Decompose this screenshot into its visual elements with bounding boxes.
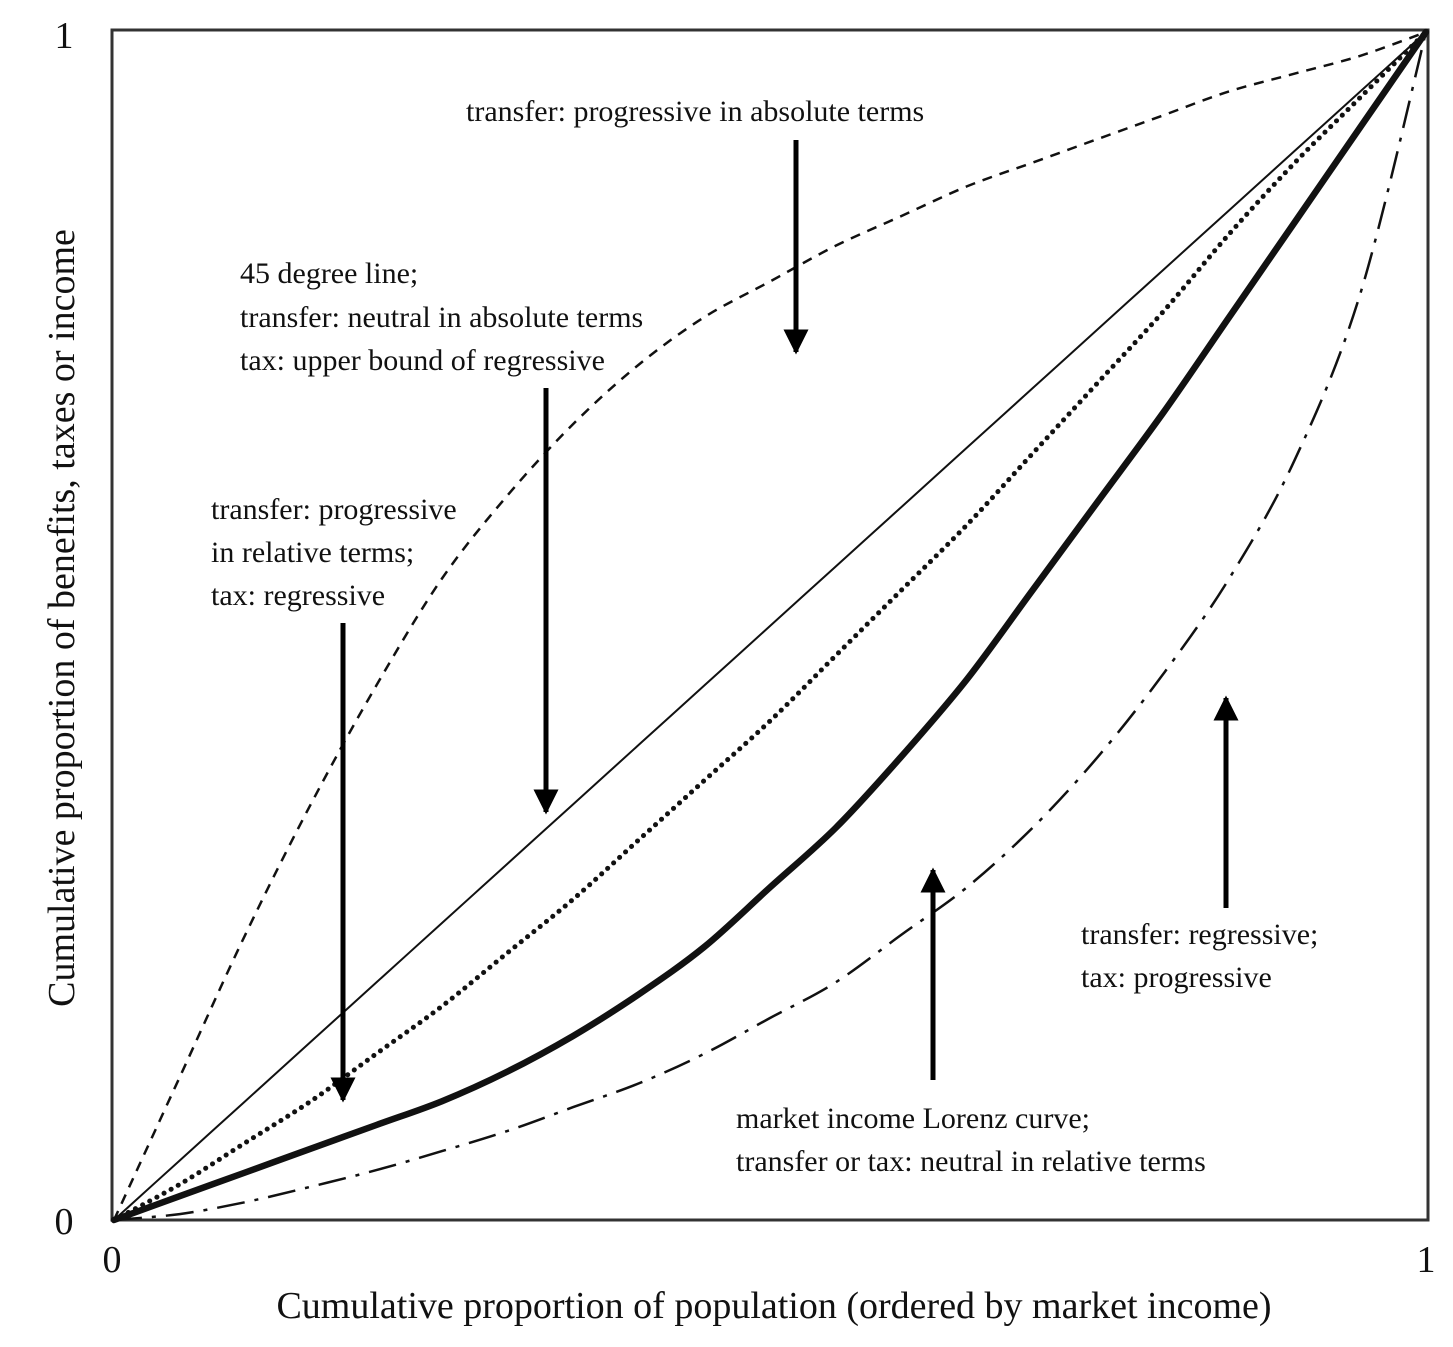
- annotation-regressive-1: transfer: regressive;: [1081, 918, 1318, 951]
- plot-frame: [110, 28, 1430, 1222]
- annotation-progressive-absolute: transfer: progressive in absolute terms: [466, 95, 924, 128]
- series-line-dashed: [112, 30, 1427, 1221]
- x-tick-left: 0: [103, 1239, 122, 1281]
- annotation-45-degree-line: 45 degree line; transfer: neutral in abs…: [240, 257, 651, 377]
- x-tick-right: 1: [1417, 1239, 1436, 1281]
- annotation-lorenz-curve: market income Lorenz curve; transfer or …: [736, 1102, 1206, 1178]
- annotation-progressive-relative-2: in relative terms;: [211, 536, 414, 569]
- annotation-progressive-relative-3: tax: regressive: [211, 579, 385, 612]
- annotation-progressive-relative: transfer: progressive in relative terms;…: [211, 493, 464, 612]
- annotation-regressive-2: tax: progressive: [1081, 961, 1272, 994]
- annotation-regressive: transfer: regressive; tax: progressive: [1081, 918, 1326, 994]
- y-axis-label: Cumulative proportion of benefits, taxes…: [41, 229, 83, 1007]
- annotation-lorenz-curve-1: market income Lorenz curve;: [736, 1102, 1090, 1135]
- annotation-45-degree-line-2: transfer: neutral in absolute terms: [240, 301, 643, 334]
- series-line-dash-dot: [113, 31, 1428, 1222]
- annotation-lorenz-curve-2: transfer or tax: neutral in relative ter…: [736, 1145, 1206, 1178]
- y-tick-top: 1: [55, 15, 74, 57]
- series-line-solid-thick: [110, 28, 1430, 1224]
- x-axis-label: Cumulative proportion of population (ord…: [276, 1285, 1271, 1327]
- annotation-45-degree-line-1: 45 degree line;: [240, 257, 418, 290]
- series-line-dotted: [111, 29, 1429, 1223]
- series-line-solid-thin: [113, 31, 1427, 1221]
- y-tick-bottom: 0: [55, 1201, 74, 1243]
- series-layer: [110, 28, 1430, 1224]
- annotation-45-degree-line-3: tax: upper bound of regressive: [240, 344, 605, 377]
- annotation-progressive-relative-1: transfer: progressive: [211, 493, 457, 526]
